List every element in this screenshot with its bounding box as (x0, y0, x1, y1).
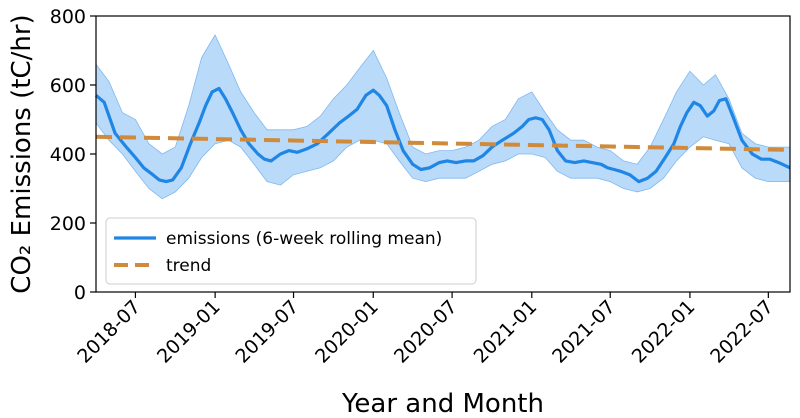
x-axis-title: Year and Month (341, 389, 544, 418)
legend-box (105, 217, 477, 285)
x-tick-label: 2022-01 (628, 296, 700, 368)
y-axis-ticks: 0 200 400 600 800 (50, 6, 96, 304)
y-tick-label: 600 (50, 75, 86, 97)
emissions-line (94, 86, 791, 184)
x-tick-label: 2020-01 (311, 296, 383, 368)
x-tick-label: 2020-07 (390, 296, 462, 368)
y-tick-label: 800 (50, 6, 86, 28)
y-tick-label: 0 (74, 282, 86, 304)
x-tick-label: 2021-01 (470, 296, 542, 368)
y-tick-label: 200 (50, 213, 86, 235)
trend-line (95, 134, 791, 152)
x-tick-label: 2018-07 (73, 296, 145, 368)
legend-label-trend: trend (166, 256, 211, 276)
legend: emissions (6-week rolling mean) trend (105, 217, 477, 285)
y-axis-title: CO₂ Emissions (tC/hr) (7, 14, 37, 293)
series-lines (94, 86, 791, 184)
x-tick-label: 2019-07 (231, 296, 303, 368)
legend-label-emissions: emissions (6-week rolling mean) (166, 229, 442, 249)
x-tick-label: 2019-01 (153, 296, 225, 368)
x-axis-ticks: 2018-07 2019-01 2019-07 2020-01 2020-07 2021-… (73, 292, 778, 368)
x-tick-label: 2022-07 (706, 296, 778, 368)
x-tick-label: 2021-07 (548, 296, 620, 368)
y-tick-label: 400 (50, 144, 86, 166)
